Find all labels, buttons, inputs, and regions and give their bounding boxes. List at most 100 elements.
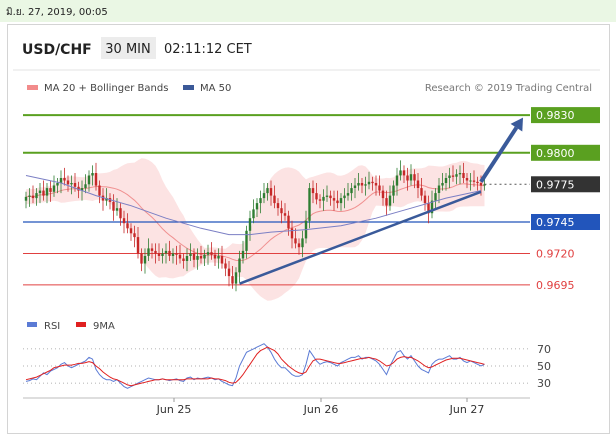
candle-body [196,256,199,260]
candle-body [182,258,185,261]
candle-body [262,193,266,199]
candle-body [66,180,70,185]
level-tags: 0.9830 0.9800 0.9745 0.9720 0.9695 0.9775 [531,107,600,292]
candle-body [52,185,56,192]
candle-body [462,173,465,178]
candle-body [224,263,227,269]
x-axis-labels: Jun 25 Jun 26 Jun 27 [156,398,484,416]
candle-body [87,175,91,185]
candle-body [437,185,441,193]
candle-body [231,276,234,284]
price-level-tag [531,144,600,161]
candle-body [479,183,483,186]
candle-body [364,184,367,186]
candle-body [164,250,168,254]
candle-body [234,272,238,284]
candle-body [143,256,147,264]
candle-body [42,190,45,196]
candle-body [441,183,444,186]
candle-body [336,200,339,204]
candle-body [147,248,150,256]
rsi-ma9-line [25,346,485,387]
candle-body [381,190,385,199]
candle-body [199,256,203,259]
candle-body [315,193,318,200]
candle-body [91,173,94,176]
candle-body [427,203,430,214]
candles [24,160,486,292]
candle-body [259,198,262,204]
candle-body [444,178,448,183]
date-time-label: มิ.ย. 27, 2019, 00:05 [6,7,108,18]
candle-body [77,186,80,191]
candle-body [283,213,287,216]
candle-body [31,195,35,199]
candle-body [171,253,175,256]
candle-body [227,268,231,277]
ma9-legend-label: 9MA [93,321,115,332]
price-level-label: 0.9720 [536,248,575,261]
rsi-tick-label: 30 [537,377,551,390]
candle-body [178,254,182,259]
candle-body [248,218,252,231]
indicator-lines [25,117,530,285]
candle-body [220,256,224,264]
candle-body [385,198,388,206]
candle-body [346,193,350,196]
candle-body [70,183,73,185]
candle-body [465,178,469,181]
candle-body [210,252,213,255]
candle-body [45,188,49,196]
rsi-tick-label: 50 [537,360,551,373]
candle-body [80,188,84,191]
candle-body [360,183,364,186]
candle-body [395,175,399,186]
ma9-legend-swatch [76,322,86,327]
current-price-label: 0.9775 [536,178,575,191]
candle-body [126,223,129,229]
candle-body [297,243,301,248]
candle-body [273,195,276,204]
candle-body [238,258,241,273]
rsi-legend-label: RSI [44,321,60,332]
candle-body [374,183,378,186]
candle-body [203,254,206,259]
price-level-label: 0.9745 [536,216,575,229]
candle-body [49,188,52,192]
credit-label: Research © 2019 Trading Central [425,83,592,94]
candle-body [98,185,101,196]
candle-body [119,208,122,219]
candle-body [406,175,409,181]
candle-body [266,188,269,194]
candle-body [423,195,427,204]
candle-body [287,215,290,229]
candle-body [434,193,437,201]
candle-body [388,195,392,206]
candle-body [73,183,77,187]
candle-body [409,174,413,181]
candle-body [416,180,420,188]
candle-body [63,178,66,181]
candle-body [280,208,283,214]
current-price-tag [531,176,600,193]
bollinger-legend-label: MA 20 + Bollinger Bands [44,83,168,94]
candle-body [105,198,108,201]
timeframe-box[interactable] [101,37,156,59]
candle-body [451,175,455,177]
candle-body [420,188,423,196]
candle-body [329,195,332,199]
candle-body [311,188,315,194]
candle-body [472,180,476,182]
candle-body [448,175,451,178]
candle-body [318,199,322,201]
candle-body [378,185,381,191]
candle-body [213,254,217,259]
candle-body [308,188,311,221]
bollinger-bands [25,158,485,301]
price-level-label: 0.9695 [536,279,575,292]
rsi-panel: 70 50 30 [23,343,551,390]
trendline [239,190,482,285]
date-bar: มิ.ย. 27, 2019, 00:05 [0,0,616,22]
candle-body [133,233,136,238]
